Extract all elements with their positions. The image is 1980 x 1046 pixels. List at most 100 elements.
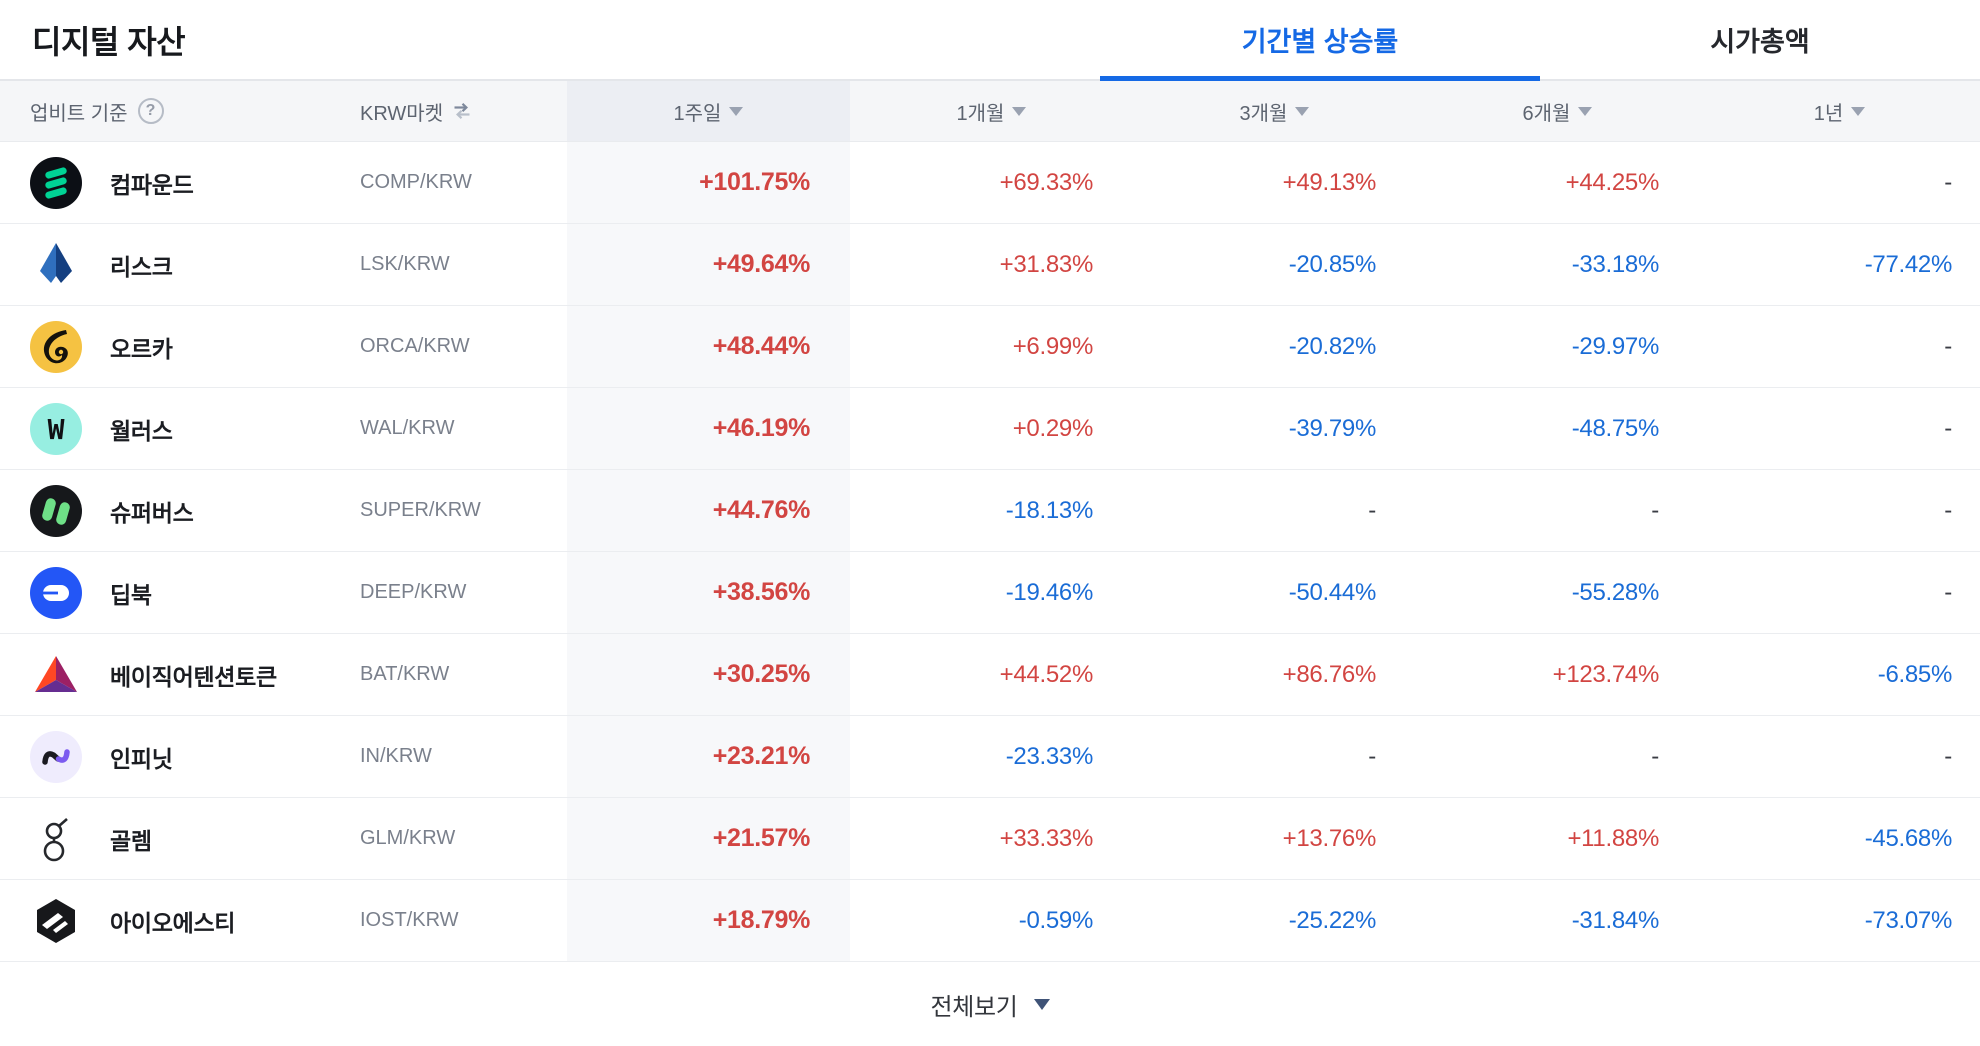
- tab-period-change[interactable]: 기간별 상승률: [1100, 0, 1540, 81]
- value-cell: +30.25%: [567, 634, 850, 715]
- pair-cell: DEEP/KRW: [360, 552, 567, 633]
- coin-name: 슈퍼버스: [110, 499, 194, 526]
- asset-row[interactable]: 골렘 GLM/KRW +21.57% +33.33% +13.76% +11.88% -…: [0, 798, 1980, 880]
- asset-cell: 아이오에스티: [0, 880, 360, 961]
- pair-cell: LSK/KRW: [360, 224, 567, 305]
- pair-label: IN/KRW: [360, 745, 432, 767]
- value-cell: -: [1944, 414, 1952, 442]
- value-cell: -18.13%: [1005, 496, 1094, 524]
- value-cell: -: [1368, 496, 1376, 524]
- value-cell: -73.07%: [1864, 906, 1953, 934]
- asset-row[interactable]: 아이오에스티 IOST/KRW +18.79% -0.59% -25.22% -31.…: [0, 880, 1980, 962]
- asset-row[interactable]: 베이직어텐션토큰 BAT/KRW +30.25% +44.52% +86.76% +1…: [0, 634, 1980, 716]
- orca-icon: [30, 320, 82, 373]
- pair-cell: GLM/KRW: [360, 798, 567, 879]
- value-cell: -29.97%: [1571, 332, 1660, 360]
- value-cell: -: [1944, 742, 1952, 770]
- pair-cell: IOST/KRW: [360, 880, 567, 961]
- column-header-1week[interactable]: 1주일: [567, 81, 850, 141]
- tab-market-cap[interactable]: 시가총액: [1540, 0, 1980, 79]
- asset-row[interactable]: W 월러스 WAL/KRW +46.19% +0.29% -39.79% -48.75…: [0, 388, 1980, 470]
- value-cell: -50.44%: [1288, 578, 1377, 606]
- pair-cell: ORCA/KRW: [360, 306, 567, 387]
- value-cell: +0.29%: [1012, 414, 1094, 442]
- column-header-3month-label: 3개월: [1239, 102, 1288, 125]
- value-cell: +38.56%: [567, 552, 850, 633]
- asset-table-body: 컴파운드 COMP/KRW +101.75% +69.33% +49.13% +44.…: [0, 142, 1980, 962]
- value-cell: +23.21%: [567, 716, 850, 797]
- value-cell: -20.85%: [1288, 250, 1377, 278]
- value-cell: +44.52%: [999, 660, 1094, 688]
- value-cell: +31.83%: [999, 250, 1094, 278]
- compound-icon: [30, 156, 82, 209]
- chevron-down-icon: [1012, 106, 1027, 116]
- value-cell: +49.13%: [1282, 168, 1377, 196]
- asset-cell: 딥북: [0, 552, 360, 633]
- value-cell: +21.57%: [567, 798, 850, 879]
- value-cell: -0.59%: [1018, 906, 1094, 934]
- asset-cell: 리스크: [0, 224, 360, 305]
- deepbook-icon: [30, 566, 82, 619]
- value-cell: -39.79%: [1288, 414, 1377, 442]
- table-footer: 전체보기: [0, 962, 1980, 1046]
- value-cell: +18.79%: [567, 880, 850, 961]
- page-title: 디지털 자산: [32, 23, 186, 60]
- value-cell: -45.68%: [1864, 824, 1953, 852]
- asset-row[interactable]: 슈퍼버스 SUPER/KRW +44.76% -18.13% - - -: [0, 470, 1980, 552]
- value-cell: -20.82%: [1288, 332, 1377, 360]
- asset-row[interactable]: 컴파운드 COMP/KRW +101.75% +69.33% +49.13% +44.…: [0, 142, 1980, 224]
- basis-label: 업비트 기준: [30, 102, 128, 125]
- pair-label: LSK/KRW: [360, 253, 450, 275]
- pair-label: BAT/KRW: [360, 663, 450, 685]
- asset-cell: 슈퍼버스: [0, 470, 360, 551]
- pair-label: DEEP/KRW: [360, 581, 467, 603]
- column-header-6month-label: 6개월: [1522, 102, 1571, 125]
- column-header-1year[interactable]: 1년: [1699, 81, 1980, 141]
- value-cell: -19.46%: [1005, 578, 1094, 606]
- chevron-down-icon: [1295, 106, 1310, 116]
- lisk-icon: [30, 239, 82, 291]
- coin-name: 베이직어텐션토큰: [110, 663, 277, 690]
- value-cell: -31.84%: [1571, 906, 1660, 934]
- asset-row[interactable]: 인피닛 IN/KRW +23.21% -23.33% - - -: [0, 716, 1980, 798]
- chevron-down-icon: [1578, 106, 1593, 116]
- asset-row[interactable]: 리스크 LSK/KRW +49.64% +31.83% -20.85% -33.18%…: [0, 224, 1980, 306]
- header-market-sort[interactable]: KRW마켓: [360, 81, 567, 141]
- question-circle-icon[interactable]: ?: [137, 98, 164, 124]
- value-cell: -: [1651, 742, 1659, 770]
- pair-cell: IN/KRW: [360, 716, 567, 797]
- table-header: 업비트 기준 ? KRW마켓 1주일 1개월 3개월 6개월: [0, 81, 1980, 142]
- tab-market-cap-label: 시가총액: [1710, 27, 1810, 57]
- bat-icon: [30, 649, 82, 701]
- asset-row[interactable]: 오르카 ORCA/KRW +48.44% +6.99% -20.82% -29.97%…: [0, 306, 1980, 388]
- column-header-1month[interactable]: 1개월: [850, 81, 1133, 141]
- header-basis: 업비트 기준 ?: [0, 81, 360, 141]
- swap-arrows-icon: [452, 102, 472, 120]
- superverse-icon: [30, 484, 82, 537]
- coin-name: 아이오에스티: [110, 909, 236, 936]
- column-header-1week-label: 1주일: [673, 102, 722, 125]
- pair-cell: WAL/KRW: [360, 388, 567, 469]
- asset-row[interactable]: 딥북 DEEP/KRW +38.56% -19.46% -50.44% -55.28%…: [0, 552, 1980, 634]
- column-header-3month[interactable]: 3개월: [1133, 81, 1416, 141]
- pair-cell: COMP/KRW: [360, 142, 567, 223]
- pair-label: GLM/KRW: [360, 827, 456, 849]
- value-cell: +6.99%: [1012, 332, 1094, 360]
- value-cell: -: [1368, 742, 1376, 770]
- column-header-1month-label: 1개월: [956, 102, 1005, 125]
- coin-name: 컴파운드: [110, 171, 194, 198]
- column-header-6month[interactable]: 6개월: [1416, 81, 1699, 141]
- pair-cell: SUPER/KRW: [360, 470, 567, 551]
- value-cell: -: [1944, 168, 1952, 196]
- value-cell: -23.33%: [1005, 742, 1094, 770]
- view-all-button[interactable]: 전체보기: [924, 986, 1055, 1023]
- asset-cell: 골렘: [0, 798, 360, 879]
- coin-name: 오르카: [110, 335, 173, 362]
- chevron-down-icon: [1033, 998, 1050, 1010]
- asset-cell: 베이직어텐션토큰: [0, 634, 360, 715]
- pair-label: ORCA/KRW: [360, 335, 470, 357]
- top-bar: 디지털 자산 기간별 상승률 시가총액: [0, 0, 1980, 81]
- coin-name: 월러스: [110, 417, 173, 444]
- asset-cell: 오르카: [0, 306, 360, 387]
